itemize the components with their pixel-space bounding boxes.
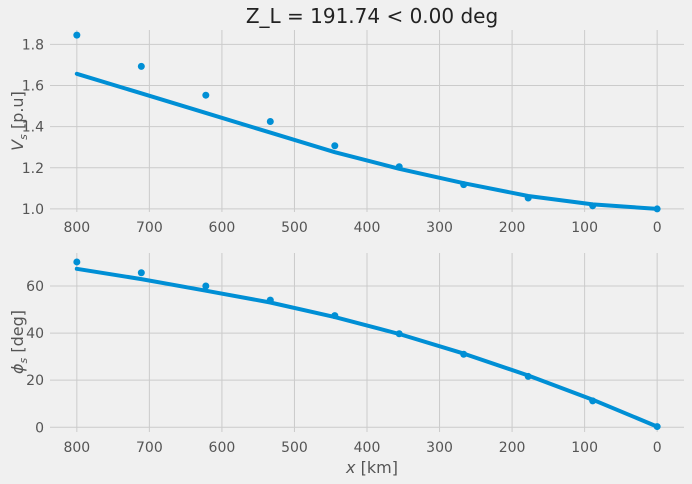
angle-data-point — [266, 296, 274, 304]
voltage-data-point — [395, 163, 403, 171]
angle-y-tick-label: 40 — [26, 326, 44, 342]
angle-series — [73, 258, 661, 431]
angle-y-tick-label: 60 — [26, 279, 44, 295]
voltage-fit-line — [74, 71, 660, 211]
voltage-x-tick-label: 800 — [63, 220, 90, 236]
voltage-x-tick-label: 200 — [499, 220, 526, 236]
angle-data-point — [589, 397, 597, 405]
angle-fit-line — [74, 266, 660, 429]
angle-x-tick-label: 600 — [209, 440, 236, 456]
voltage-data-point — [73, 31, 81, 39]
voltage-y-tick-label: 1.2 — [22, 161, 44, 177]
voltage-y-tick-label: 1.8 — [22, 37, 44, 53]
voltage-ticks: 800 700 600 500 400 300 200 100 0 1.0 1.2 1.4 1.6 1.8 — [22, 37, 662, 236]
angle-data-point — [653, 423, 661, 431]
angle-data-point — [460, 350, 468, 358]
voltage-data-point — [266, 118, 274, 126]
angle-y-axis-label: ϕs [deg] — [8, 310, 30, 374]
angle-y-tick-label: 20 — [26, 373, 44, 389]
chart-title: Z_L = 191.74 < 0.00 deg — [246, 4, 498, 28]
voltage-y-tick-label: 1.4 — [22, 120, 44, 136]
angle-x-tick-label: 400 — [354, 440, 381, 456]
voltage-plot: 800 700 600 500 400 300 200 100 0 1.0 1.2 1.4 1.6 1.8 — [22, 30, 684, 236]
voltage-data-point — [589, 202, 597, 210]
angle-data-point — [202, 282, 210, 290]
voltage-data-point — [460, 181, 468, 189]
angle-data-point — [331, 312, 339, 320]
voltage-y-tick-label: 1.0 — [22, 202, 44, 218]
voltage-series — [73, 31, 661, 213]
angle-x-tick-label: 500 — [281, 440, 308, 456]
voltage-x-tick-label: 500 — [281, 220, 308, 236]
voltage-x-tick-label: 100 — [571, 220, 598, 236]
angle-grid — [50, 253, 684, 432]
angle-data-point — [73, 258, 81, 266]
voltage-y-axis-label: Vs [p.u] — [8, 91, 30, 151]
angle-y-tick-label: 0 — [35, 420, 44, 436]
voltage-data-point — [137, 62, 145, 70]
voltage-x-tick-label: 400 — [354, 220, 381, 236]
angle-x-tick-label: 100 — [571, 440, 598, 456]
angle-ticks: 800 700 600 500 400 300 200 100 0 0 20 40 60 — [26, 279, 661, 456]
angle-x-tick-label: 300 — [426, 440, 453, 456]
angle-data-point — [395, 330, 403, 338]
voltage-y-tick-label: 1.6 — [22, 79, 44, 95]
voltage-x-tick-label: 700 — [136, 220, 163, 236]
voltage-x-tick-label: 0 — [653, 220, 662, 236]
voltage-grid — [50, 30, 684, 212]
voltage-data-point — [331, 142, 339, 150]
angle-x-tick-label: 700 — [136, 440, 163, 456]
angle-x-tick-label: 200 — [499, 440, 526, 456]
voltage-data-point — [653, 205, 661, 213]
angle-x-tick-label: 800 — [63, 440, 90, 456]
angle-data-point — [524, 372, 532, 380]
angle-x-tick-label: 0 — [653, 440, 662, 456]
x-axis-label: x [km] — [345, 458, 398, 477]
angle-plot: 800 700 600 500 400 300 200 100 0 0 20 40 60 — [26, 253, 684, 456]
angle-data-point — [137, 269, 145, 277]
voltage-x-tick-label: 300 — [426, 220, 453, 236]
voltage-x-tick-label: 600 — [209, 220, 236, 236]
voltage-data-point — [202, 91, 210, 99]
voltage-data-point — [524, 194, 532, 202]
